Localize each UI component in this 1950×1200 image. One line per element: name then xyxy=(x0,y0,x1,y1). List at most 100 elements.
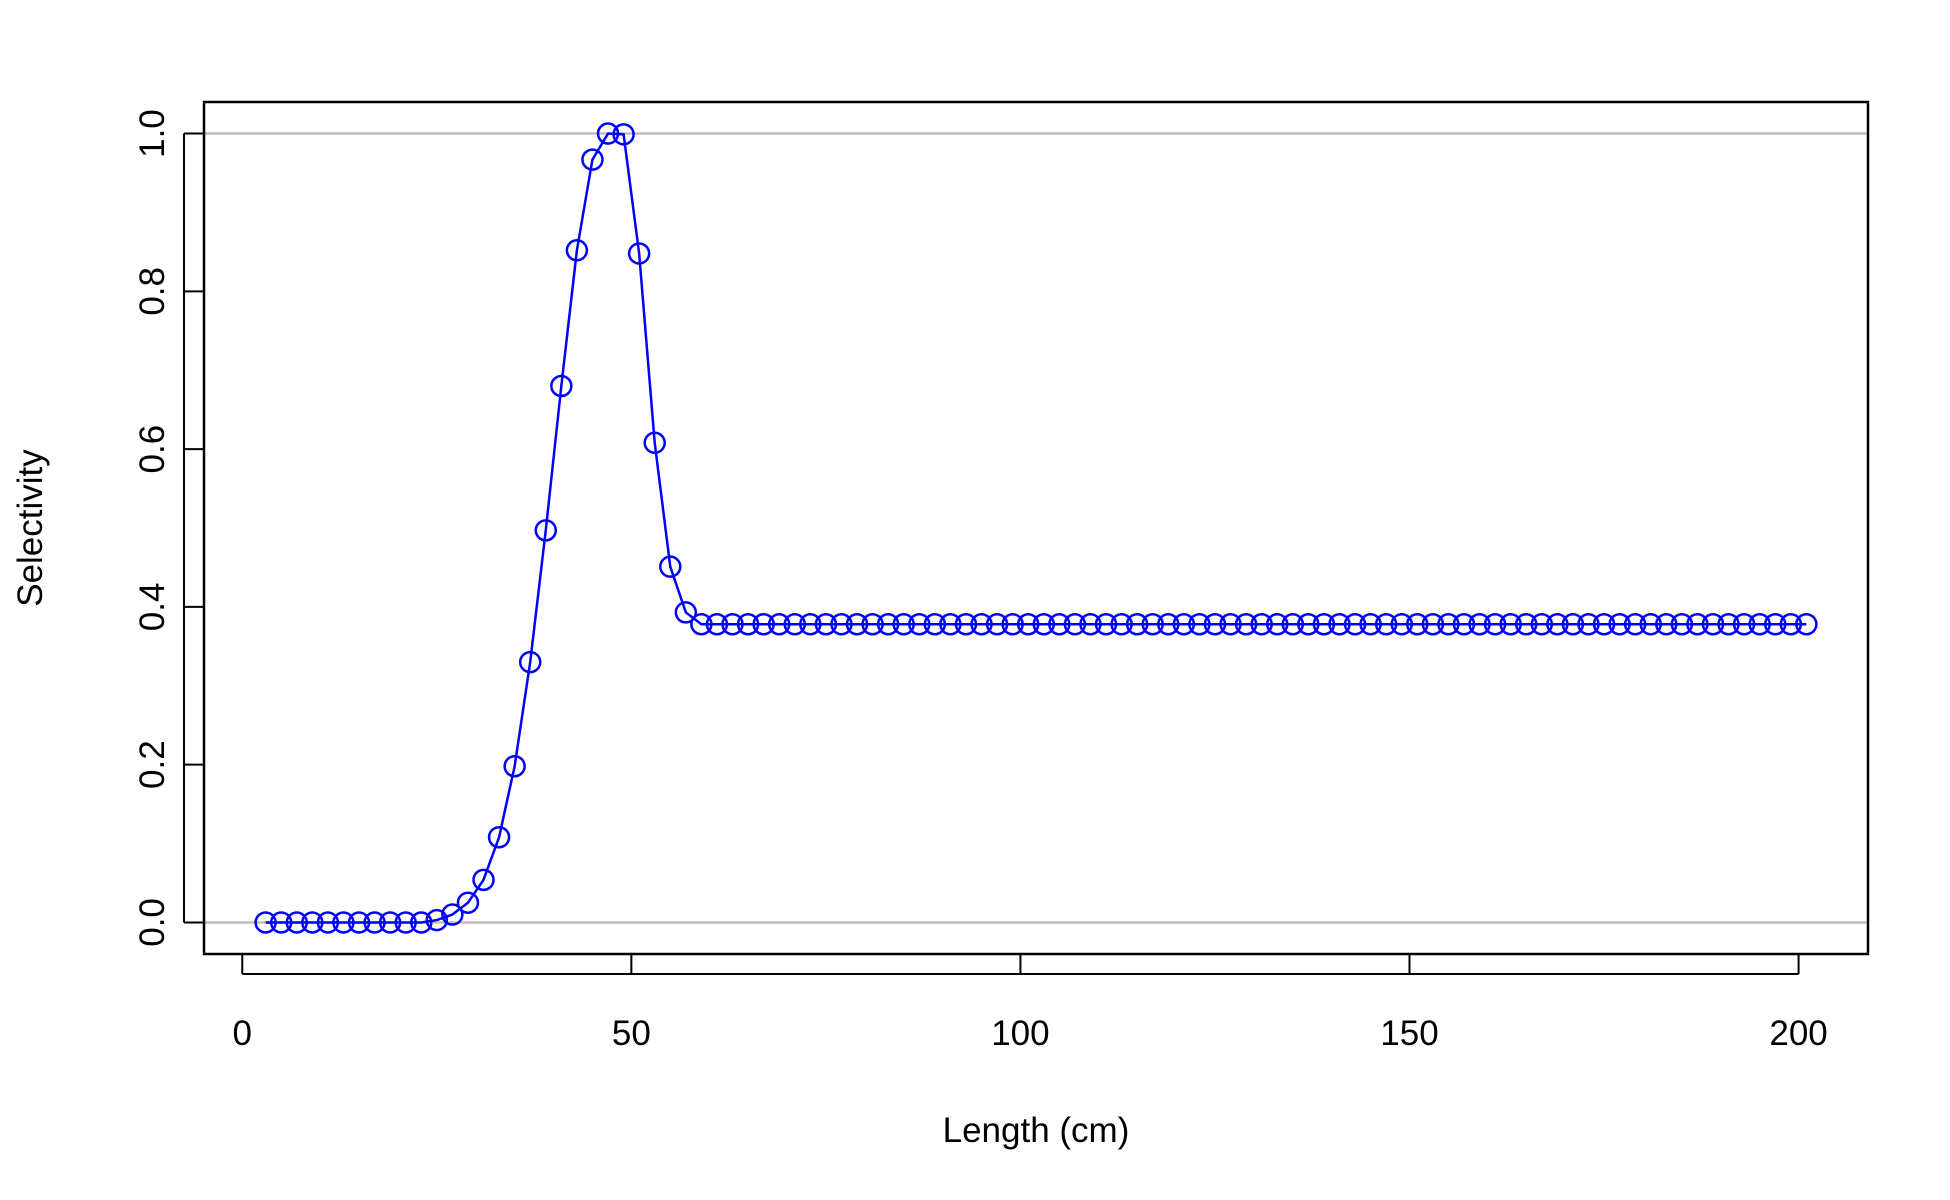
point xyxy=(752,612,775,636)
point xyxy=(1514,612,1538,636)
point xyxy=(659,555,682,578)
y-tick-label: 0.6 xyxy=(133,425,172,474)
x-tick-label: 200 xyxy=(1769,1014,1827,1053)
point xyxy=(1421,612,1445,636)
point xyxy=(799,612,822,636)
point xyxy=(1639,612,1662,636)
point xyxy=(534,519,558,542)
y-tick-label: 0.8 xyxy=(133,267,172,316)
point xyxy=(332,911,355,934)
point xyxy=(1670,612,1694,636)
point xyxy=(1530,612,1554,636)
point xyxy=(550,374,573,398)
point xyxy=(1686,612,1709,636)
point xyxy=(1016,612,1040,636)
point xyxy=(363,911,386,934)
point xyxy=(301,911,324,934)
point xyxy=(1452,612,1476,636)
point xyxy=(1374,612,1398,636)
point xyxy=(876,612,900,636)
point xyxy=(1608,612,1631,636)
point xyxy=(410,911,433,934)
point xyxy=(1110,612,1133,636)
point xyxy=(970,612,993,636)
plot-frame xyxy=(202,100,1870,956)
point xyxy=(861,612,884,636)
point xyxy=(1094,612,1118,636)
point xyxy=(1406,612,1429,636)
y-tick-label: 0.2 xyxy=(133,740,172,789)
point xyxy=(954,612,978,636)
y-tick-label: 0.0 xyxy=(133,898,172,947)
point xyxy=(316,911,340,934)
point xyxy=(627,242,651,265)
series-line xyxy=(265,132,1807,924)
point xyxy=(1157,612,1180,636)
point xyxy=(503,754,526,778)
point xyxy=(1063,612,1087,636)
point xyxy=(1717,612,1740,636)
point xyxy=(472,868,495,892)
point xyxy=(254,911,277,934)
point xyxy=(394,911,417,934)
point xyxy=(1328,612,1351,636)
point xyxy=(1499,612,1522,636)
point xyxy=(1748,612,1771,636)
point xyxy=(1732,612,1756,636)
point xyxy=(285,911,309,934)
point xyxy=(518,650,542,674)
point xyxy=(1561,612,1585,636)
point xyxy=(923,612,947,636)
point xyxy=(908,612,931,636)
point xyxy=(674,601,698,624)
y-tick-label: 0.4 xyxy=(133,583,172,632)
point xyxy=(1048,612,1071,636)
point xyxy=(581,148,604,171)
point xyxy=(690,612,713,636)
point xyxy=(814,612,838,636)
x-tick-label: 100 xyxy=(991,1014,1049,1053)
point xyxy=(939,612,962,636)
point xyxy=(1032,612,1056,636)
point xyxy=(1250,612,1273,636)
point xyxy=(1219,612,1242,636)
y-tick-label: 1.0 xyxy=(133,109,172,158)
point xyxy=(1312,612,1336,636)
point xyxy=(1701,612,1725,636)
point xyxy=(1125,612,1149,636)
point xyxy=(565,239,589,262)
point xyxy=(1359,612,1382,636)
point xyxy=(1001,612,1024,636)
x-tick-label: 50 xyxy=(612,1014,651,1053)
point xyxy=(1483,612,1507,636)
point xyxy=(1779,612,1803,636)
point xyxy=(1188,612,1211,636)
point xyxy=(1655,612,1678,636)
point xyxy=(441,903,464,926)
point xyxy=(1297,612,1320,636)
point xyxy=(1172,612,1196,636)
point xyxy=(985,612,1009,636)
point xyxy=(347,911,371,934)
point xyxy=(1079,612,1102,636)
point xyxy=(1546,612,1569,636)
x-axis-label: Length (cm) xyxy=(943,1111,1130,1150)
point xyxy=(736,612,760,636)
x-tick-label: 150 xyxy=(1380,1014,1438,1053)
point xyxy=(1234,612,1258,636)
point xyxy=(1592,612,1616,636)
point xyxy=(830,612,853,636)
point xyxy=(425,908,449,932)
point xyxy=(767,612,791,636)
point xyxy=(1141,612,1164,636)
point xyxy=(643,431,666,455)
point xyxy=(1437,612,1460,636)
point xyxy=(596,122,620,145)
point xyxy=(1281,612,1305,636)
point xyxy=(1795,612,1818,636)
point xyxy=(783,612,807,636)
point xyxy=(1763,612,1787,636)
point xyxy=(487,825,511,849)
point xyxy=(845,612,869,636)
